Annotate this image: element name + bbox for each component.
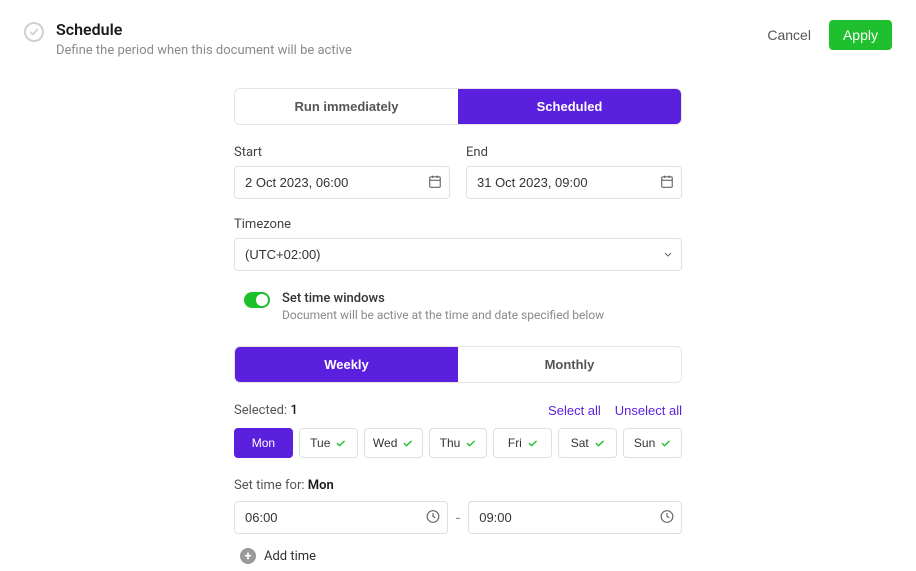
date-range-row: Start End [234,145,682,199]
check-icon [465,438,476,449]
page-title: Schedule [56,20,352,39]
tab-weekly[interactable]: Weekly [235,347,458,382]
day-mon[interactable]: Mon [234,428,293,458]
day-label: Fri [508,436,522,450]
apply-button[interactable]: Apply [829,20,892,50]
header-left: Schedule Define the period when this doc… [24,20,352,58]
selection-row: Selected: 1 Select all Unselect all [234,403,682,418]
header-actions: Cancel Apply [759,20,892,50]
time-windows-description: Document will be active at the time and … [282,308,604,322]
page-subtitle: Define the period when this document wil… [56,43,352,58]
time-separator: - [456,508,460,527]
time-windows-toggle[interactable] [244,292,270,308]
unselect-all-button[interactable]: Unselect all [615,403,682,418]
cancel-button[interactable]: Cancel [759,21,819,49]
check-icon [335,438,346,449]
day-sat[interactable]: Sat [558,428,617,458]
day-label: Sat [571,436,589,450]
days-row: Mon Tue Wed Thu Fri Sat [234,428,682,458]
end-col: End [466,145,682,199]
add-time-button[interactable]: + Add time [240,548,682,564]
time-windows-toggle-row: Set time windows Document will be active… [244,291,682,322]
day-label: Wed [373,436,397,450]
tab-run-immediately[interactable]: Run immediately [235,89,458,124]
start-label: Start [234,145,450,160]
recurrence-segmented: Weekly Monthly [234,346,682,383]
timezone-block: Timezone (UTC+02:00) [234,217,682,271]
day-wed[interactable]: Wed [364,428,423,458]
select-all-button[interactable]: Select all [548,403,601,418]
start-col: Start [234,145,450,199]
time-from-wrap [234,501,448,534]
end-label: End [466,145,682,160]
toggle-text: Set time windows Document will be active… [282,291,604,322]
timezone-select[interactable]: (UTC+02:00) [234,238,682,271]
day-sun[interactable]: Sun [623,428,682,458]
selected-label: Selected: [234,403,287,418]
day-fri[interactable]: Fri [493,428,552,458]
end-input-wrap [466,166,682,199]
set-time-prefix: Set time for: [234,478,305,493]
add-time-label: Add time [264,549,316,564]
toggle-knob [256,294,268,306]
day-label: Tue [310,436,330,450]
check-circle-icon [24,22,44,42]
selected-count: 1 [290,403,297,418]
start-input[interactable] [234,166,450,199]
set-time-day: Mon [308,478,334,493]
plus-icon: + [240,548,256,564]
day-label: Mon [252,436,275,450]
mode-segmented: Run immediately Scheduled [234,88,682,125]
check-icon [527,438,538,449]
tab-scheduled[interactable]: Scheduled [458,89,681,124]
check-icon [660,438,671,449]
set-time-label: Set time for: Mon [234,478,682,493]
day-tue[interactable]: Tue [299,428,358,458]
day-label: Sun [634,436,655,450]
check-icon [594,438,605,449]
time-from-input[interactable] [234,501,448,534]
selection-actions: Select all Unselect all [548,403,682,418]
timezone-label: Timezone [234,217,682,232]
start-input-wrap [234,166,450,199]
check-icon [402,438,413,449]
time-to-input[interactable] [468,501,682,534]
header: Schedule Define the period when this doc… [24,20,892,58]
day-label: Thu [440,436,461,450]
content: Run immediately Scheduled Start End [234,88,682,564]
header-text: Schedule Define the period when this doc… [56,20,352,58]
time-range-row: - [234,501,682,534]
selected-text: Selected: 1 [234,403,298,418]
timezone-select-wrap: (UTC+02:00) [234,238,682,271]
tab-monthly[interactable]: Monthly [458,347,681,382]
day-thu[interactable]: Thu [429,428,488,458]
end-input[interactable] [466,166,682,199]
time-windows-title: Set time windows [282,291,604,306]
time-to-wrap [468,501,682,534]
